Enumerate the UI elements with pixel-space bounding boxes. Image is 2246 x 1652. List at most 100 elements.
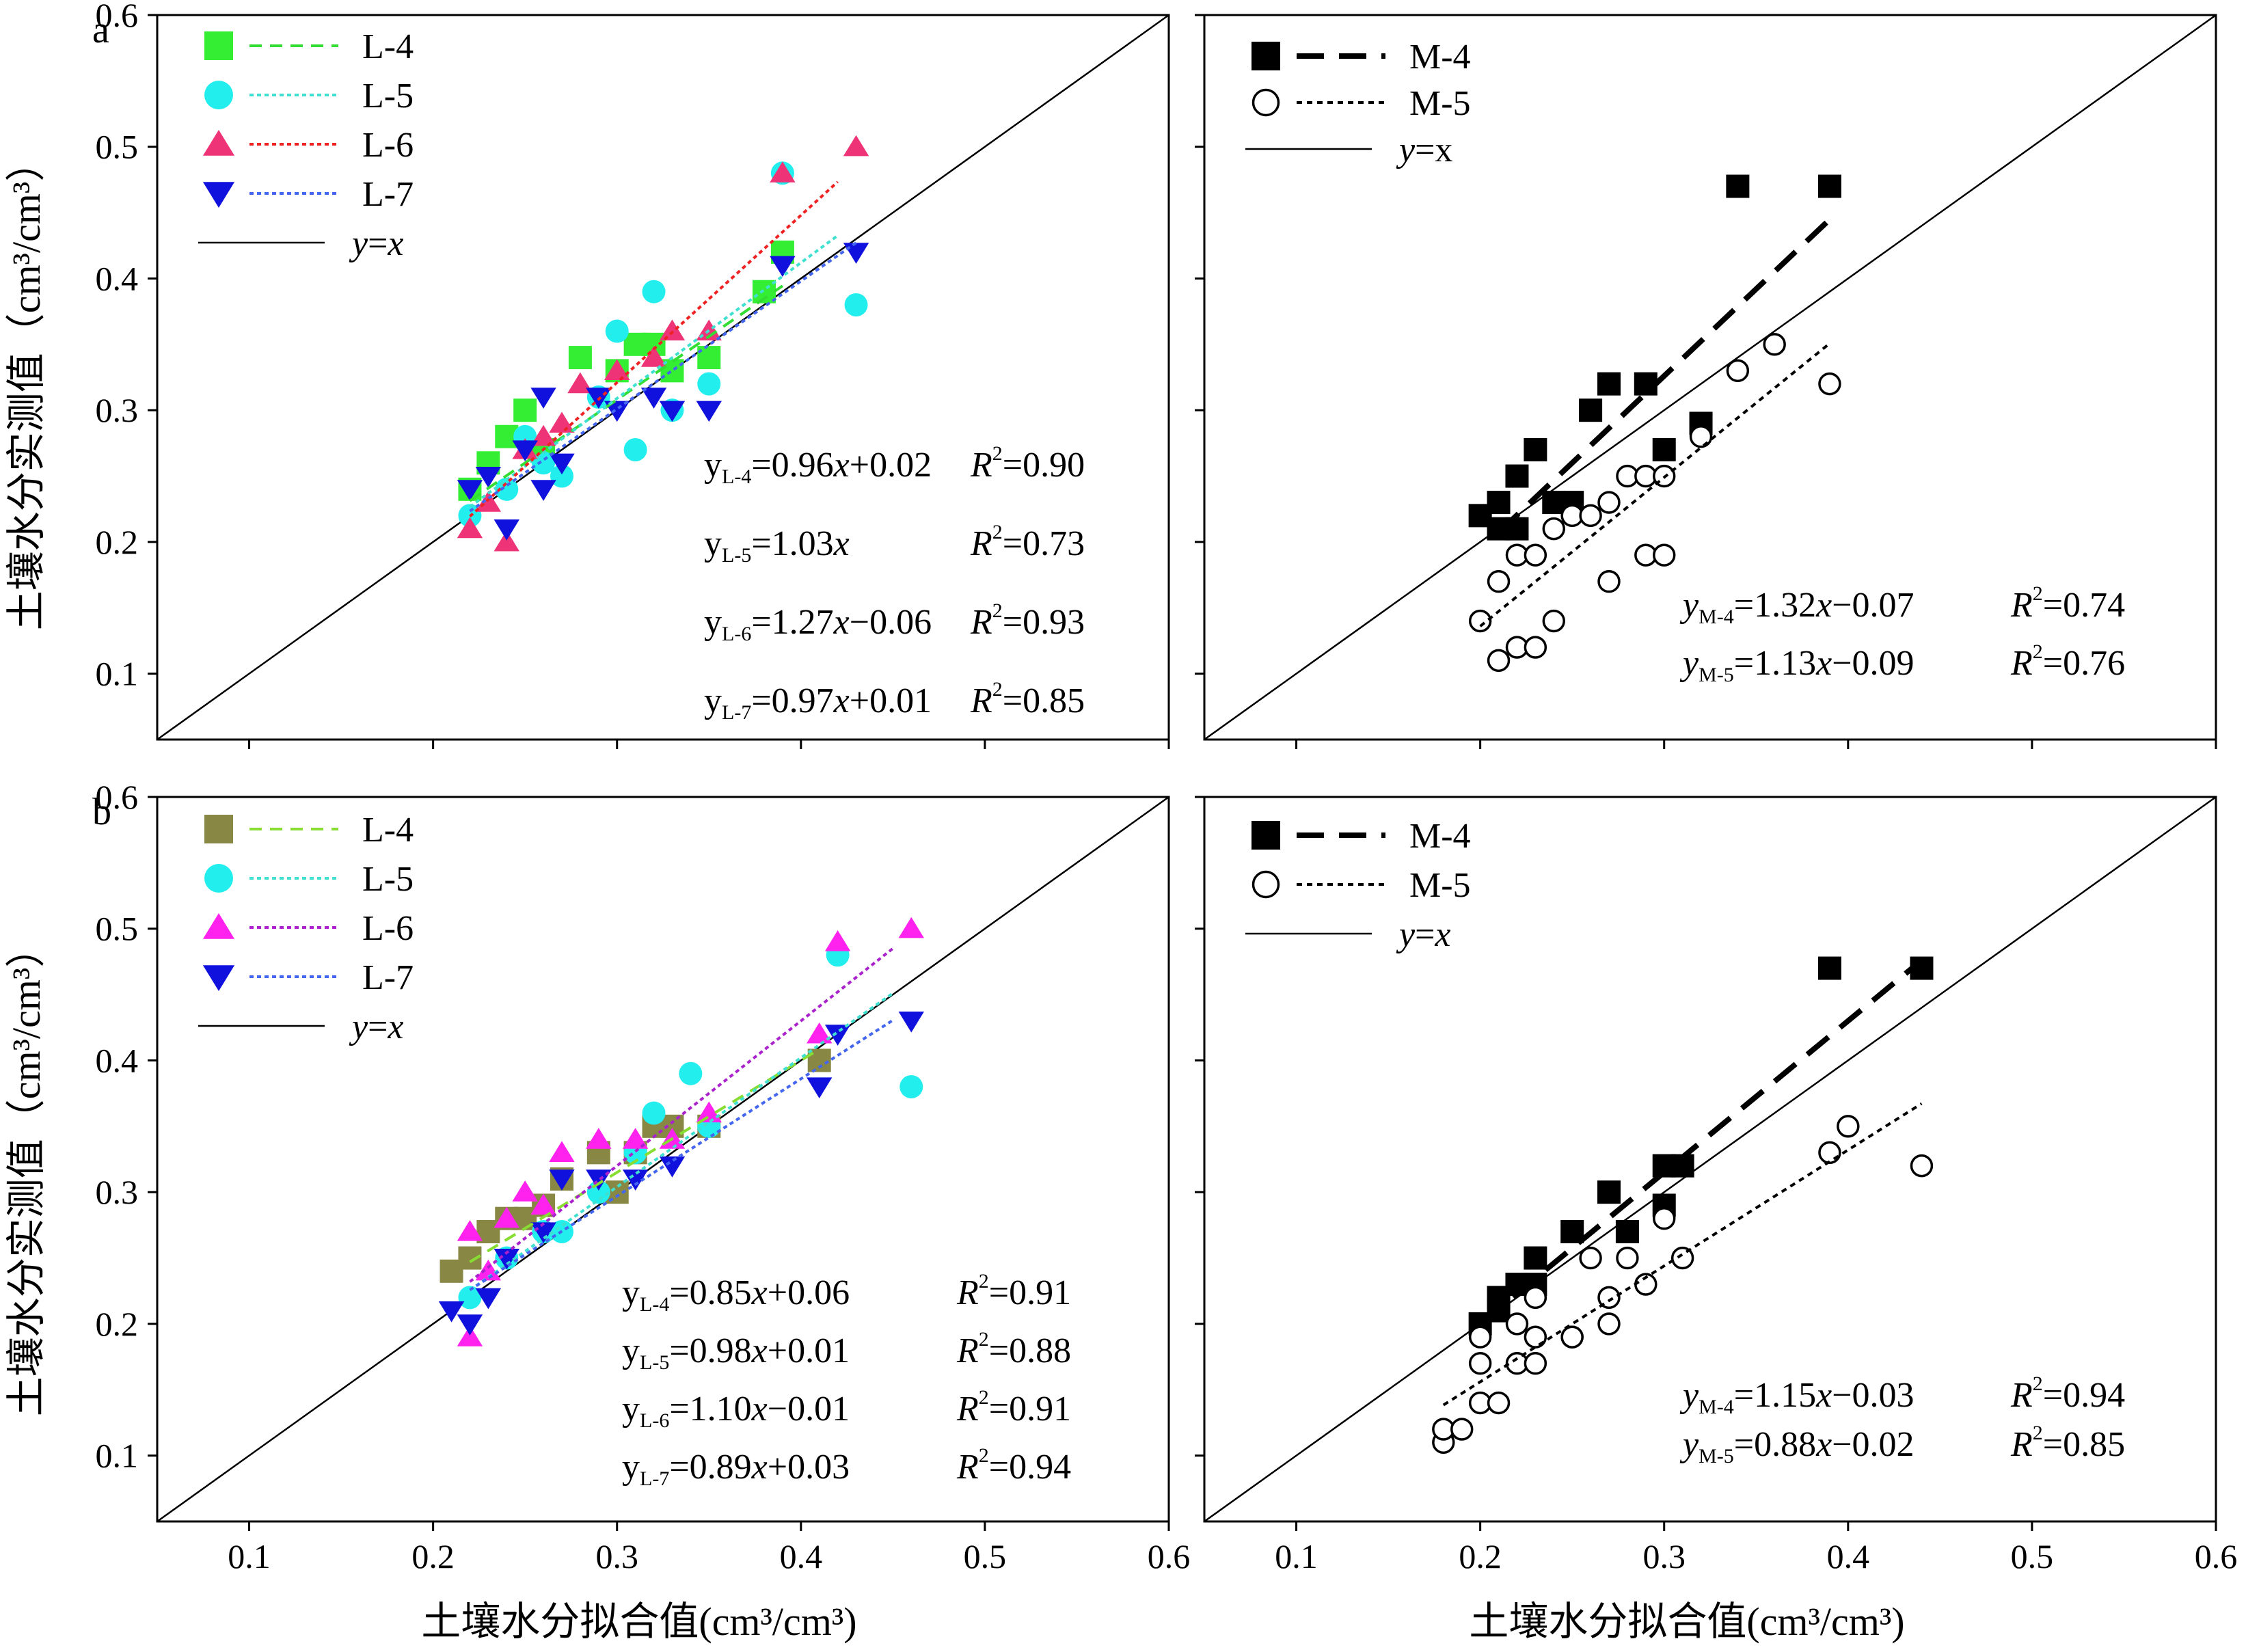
legend-marker-l-7	[202, 182, 235, 208]
r-squared-l-7: R2=0.85	[970, 678, 1085, 720]
data-point-l-7	[622, 1169, 649, 1191]
data-point-m-5	[1653, 543, 1676, 567]
x-tick-label: 0.3	[595, 1537, 638, 1575]
y-axis-title-top: 土壤水分实测值（cm³/cm³）	[4, 142, 49, 631]
legend: M-4 M-5 y=x	[1245, 817, 1471, 954]
legend: L-4 L-5 L-6 L-7 y=x	[198, 811, 414, 1046]
data-point-l-7	[493, 519, 519, 541]
data-point-l-7	[659, 401, 686, 422]
y-tick-label: 0.5	[96, 910, 139, 948]
legend-label-identity: y=x	[1396, 131, 1452, 170]
chart-panel-a-left: 0.1 0.2 0.3 0.4 0.5 0.6a L-4 L-5 L-6 L-7 y=x yL-4=0…	[92, 0, 1170, 749]
fit-line-m-4	[1478, 958, 1923, 1326]
legend-label: L-4	[362, 811, 414, 850]
data-point-m-4	[1487, 491, 1511, 515]
identity-line	[1204, 14, 2217, 741]
legend-marker-l-4	[204, 815, 233, 843]
data-point-l-5	[899, 1075, 923, 1098]
data-point-l-6	[457, 1325, 483, 1346]
legend: M-4 M-5 y=x	[1245, 38, 1471, 170]
chart-panel-b-right: 0.1 0.2 0.3 0.4 0.5 0.6 M-4 M-5 y=x yM-4=1.15x−0.…	[1195, 796, 2237, 1575]
data-point-l-7	[807, 1077, 833, 1098]
x-tick-label: 0.3	[1642, 1537, 1686, 1575]
data-point-l-6	[530, 1193, 556, 1215]
legend-label-identity: y=x	[349, 1007, 404, 1046]
data-point-m-5	[1597, 570, 1621, 593]
r-squared-m-5: R2=0.85	[2010, 1422, 2125, 1464]
data-point-m-5	[1597, 1312, 1621, 1336]
data-point-m-5	[1910, 1154, 1934, 1178]
regression-equation-l-4: yL-4=0.85x+0.06	[622, 1273, 850, 1316]
data-point-m-5	[1597, 491, 1621, 514]
legend-marker-l-6	[202, 913, 235, 939]
data-point-l-6	[586, 1128, 612, 1149]
plot-frame	[1203, 14, 2217, 741]
data-point-m-5	[1468, 1352, 1492, 1375]
legend-label: L-5	[362, 860, 414, 899]
data-point-m-4	[1579, 398, 1603, 422]
y-tick-label: 0.1	[96, 655, 139, 693]
data-point-m-5	[1524, 1352, 1547, 1375]
data-point-l-7	[824, 1025, 851, 1046]
y-axis-title-bottom: 土壤水分实测值（cm³/cm³）	[4, 928, 49, 1417]
legend: L-4 L-5 L-6 L-7 y=x	[198, 27, 414, 263]
data-point-m-5	[1542, 517, 1565, 541]
data-point-l-5	[844, 293, 868, 316]
data-point-m-4	[1726, 174, 1750, 198]
data-point-l-7	[438, 1301, 465, 1323]
data-point-m-5	[1579, 504, 1602, 528]
data-point-l-7	[475, 466, 502, 488]
data-point-l-6	[549, 1141, 575, 1162]
x-tick-label: 0.5	[964, 1537, 1007, 1575]
x-axis-title-right: 土壤水分拟合值(cm³/cm³)	[1469, 1599, 1904, 1644]
data-point-l-6	[659, 319, 686, 341]
data-point-m-5	[1524, 1286, 1547, 1310]
data-point-l-7	[457, 1314, 483, 1336]
data-point-l-6	[843, 135, 869, 157]
data-point-l-6	[457, 517, 483, 539]
regression-equation-l-4: yL-4=0.96x+0.02	[704, 446, 932, 488]
legend-label: M-4	[1409, 38, 1471, 77]
data-point-m-5	[1818, 372, 1841, 396]
identity-line	[1204, 796, 2217, 1523]
data-point-l-5	[642, 280, 666, 303]
data-point-m-5	[1653, 1207, 1676, 1230]
regression-equation-l-5: yL-5=0.98x+0.01	[622, 1331, 850, 1374]
y-tick-label: 0.3	[96, 391, 139, 429]
x-axis-title-left: 土壤水分拟合值(cm³/cm³)	[421, 1599, 856, 1644]
regression-equation-m-4: yM-4=1.15x−0.03	[1679, 1376, 1914, 1418]
data-point-l-6	[475, 1259, 502, 1281]
y-tick-label: 0.6	[96, 778, 139, 816]
legend-label: L-6	[362, 126, 414, 165]
plot-frame	[156, 14, 1170, 741]
regression-equation-l-7: yL-7=0.89x+0.03	[622, 1448, 850, 1490]
plot-frame	[156, 796, 1170, 1523]
r-squared-l-4: R2=0.91	[956, 1270, 1071, 1312]
data-point-m-5	[1524, 1325, 1547, 1349]
fit-line-l-5	[469, 234, 839, 509]
legend-label: M-5	[1409, 866, 1471, 905]
data-point-m-5	[1763, 333, 1786, 356]
r-squared-m-5: R2=0.76	[2010, 640, 2125, 683]
data-point-m-5	[1579, 1246, 1602, 1270]
data-point-m-4	[1524, 438, 1547, 461]
fit-line-m-5	[1442, 1102, 1923, 1407]
x-tick-label: 0.2	[411, 1537, 455, 1575]
y-tick-label: 0.4	[96, 1041, 139, 1079]
data-point-l-7	[530, 388, 556, 409]
data-point-m-5	[1450, 1418, 1474, 1441]
y-tick-label: 0.2	[96, 1305, 139, 1343]
data-point-l-7	[586, 1169, 612, 1191]
data-point-m-4	[1505, 464, 1529, 488]
data-point-m-5	[1468, 609, 1492, 633]
data-point-l-7	[512, 440, 538, 461]
fit-line-l-4	[469, 284, 784, 502]
x-tick-label: 0.4	[780, 1537, 823, 1575]
data-point-l-6	[622, 1128, 649, 1149]
regression-equation-l-6: yL-6=1.27x−0.06	[704, 603, 932, 645]
regression-equation-m-5: yM-5=1.13x−0.09	[1679, 644, 1914, 686]
fit-line-l-7	[469, 1018, 894, 1291]
legend-marker-m-5	[1251, 88, 1280, 117]
data-point-l-7	[770, 256, 796, 277]
